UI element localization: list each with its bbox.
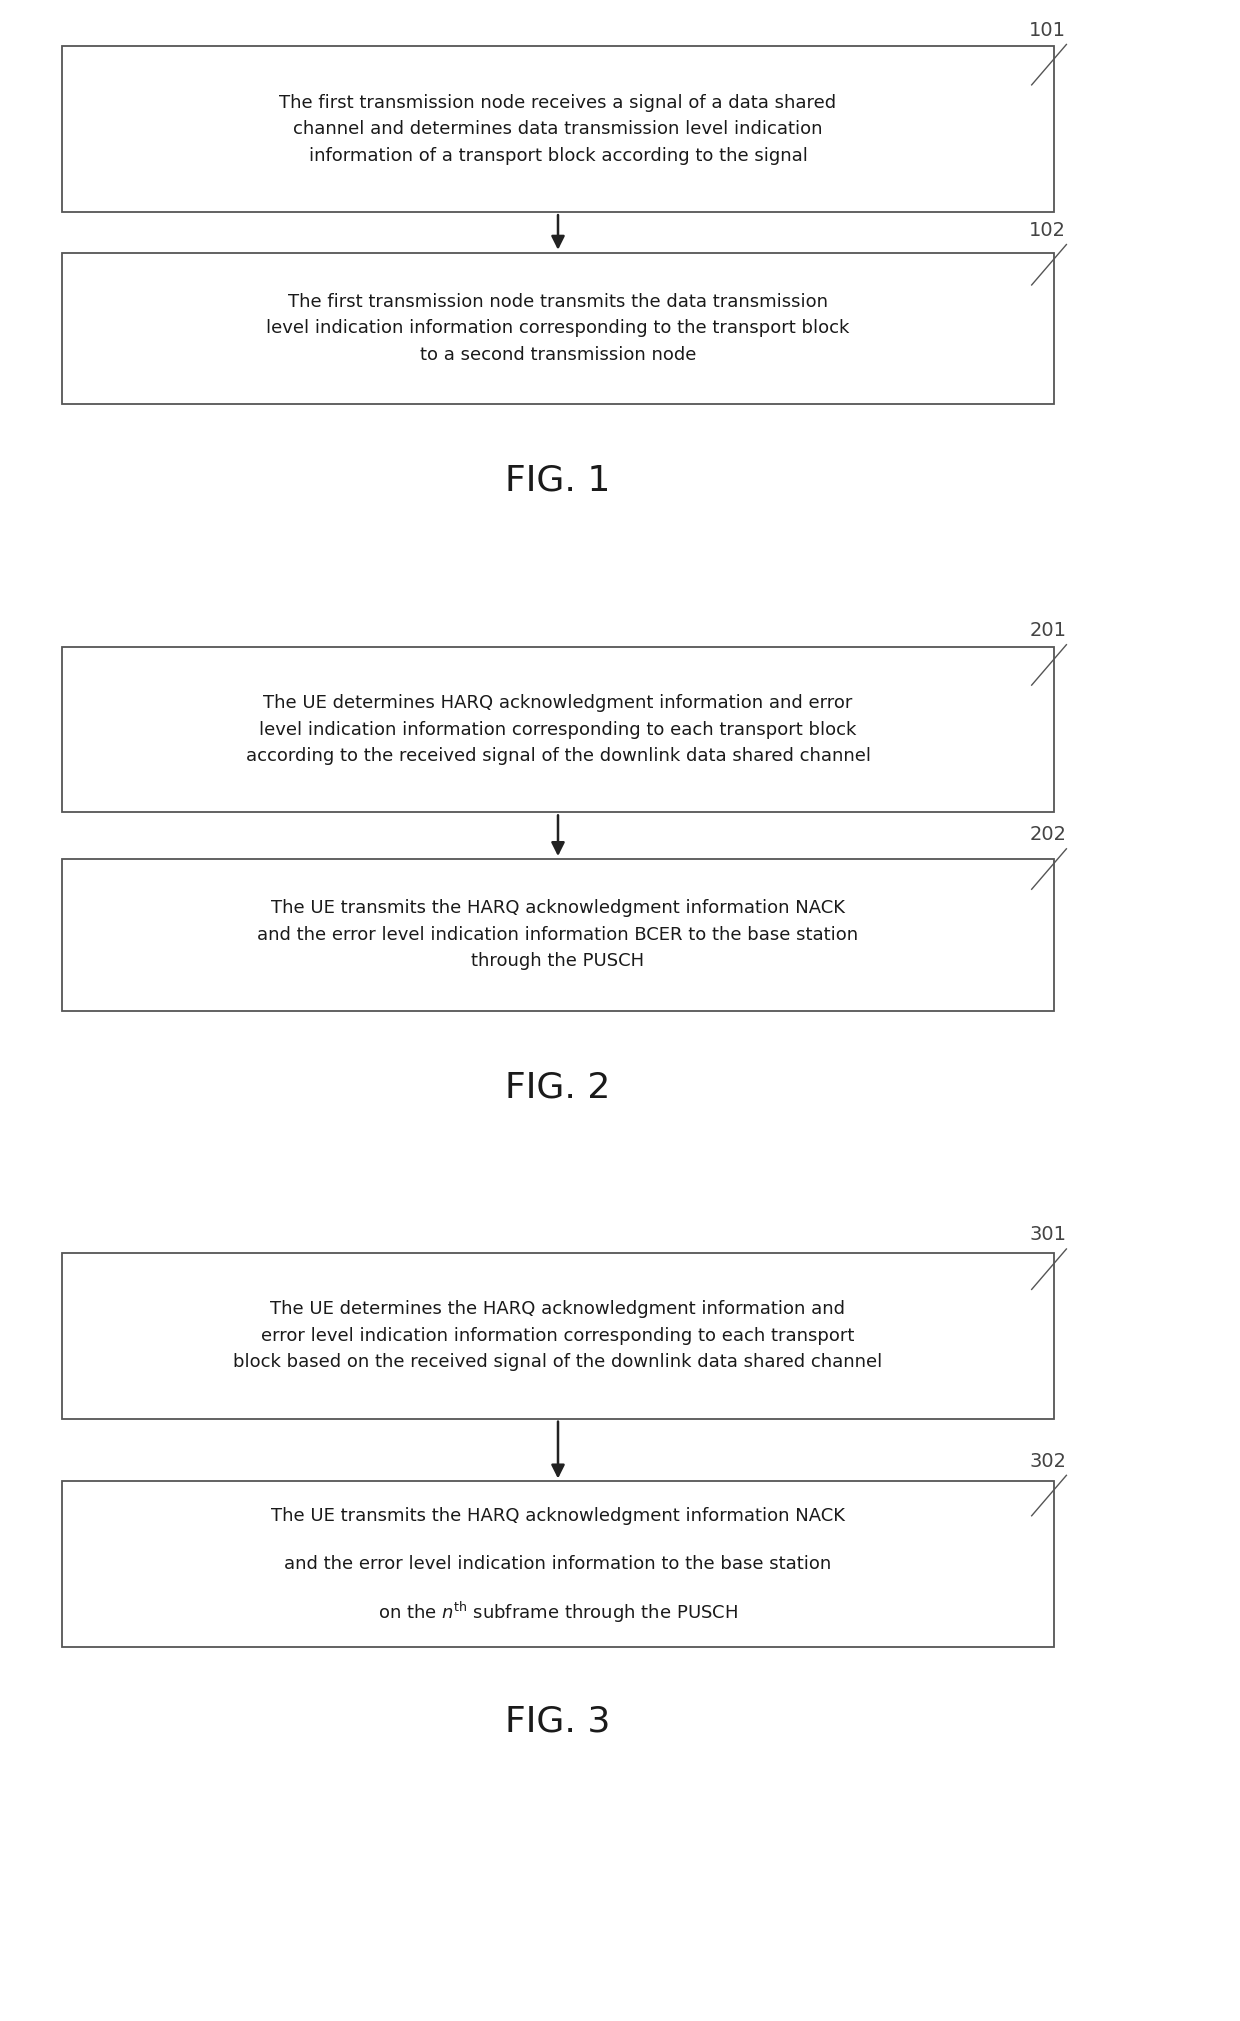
Text: 202: 202 — [1029, 825, 1066, 845]
Text: The UE determines HARQ acknowledgment information and error
level indication inf: The UE determines HARQ acknowledgment in… — [246, 693, 870, 766]
Text: 302: 302 — [1029, 1451, 1066, 1471]
FancyBboxPatch shape — [62, 859, 1054, 1010]
FancyBboxPatch shape — [62, 647, 1054, 812]
Text: The first transmission node transmits the data transmission
level indication inf: The first transmission node transmits th… — [267, 293, 849, 364]
FancyBboxPatch shape — [62, 1481, 1054, 1647]
Text: FIG. 1: FIG. 1 — [506, 465, 610, 497]
Text: on the $n^{\mathregular{th}}$ subframe through the PUSCH: on the $n^{\mathregular{th}}$ subframe t… — [378, 1601, 738, 1625]
Text: 102: 102 — [1029, 220, 1066, 240]
Text: The UE determines the HARQ acknowledgment information and
error level indication: The UE determines the HARQ acknowledgmen… — [233, 1300, 883, 1372]
Text: The UE transmits the HARQ acknowledgment information NACK: The UE transmits the HARQ acknowledgment… — [272, 1508, 844, 1524]
Text: 301: 301 — [1029, 1225, 1066, 1245]
Text: and the error level indication information to the base station: and the error level indication informati… — [284, 1556, 832, 1572]
FancyBboxPatch shape — [62, 46, 1054, 212]
Text: FIG. 3: FIG. 3 — [506, 1706, 610, 1738]
FancyBboxPatch shape — [62, 253, 1054, 404]
Text: The first transmission node receives a signal of a data shared
channel and deter: The first transmission node receives a s… — [279, 93, 837, 166]
Text: 201: 201 — [1029, 620, 1066, 641]
Text: FIG. 2: FIG. 2 — [506, 1071, 610, 1103]
Text: 101: 101 — [1029, 20, 1066, 40]
Text: The UE transmits the HARQ acknowledgment information NACK
and the error level in: The UE transmits the HARQ acknowledgment… — [258, 899, 858, 970]
FancyBboxPatch shape — [62, 1253, 1054, 1419]
